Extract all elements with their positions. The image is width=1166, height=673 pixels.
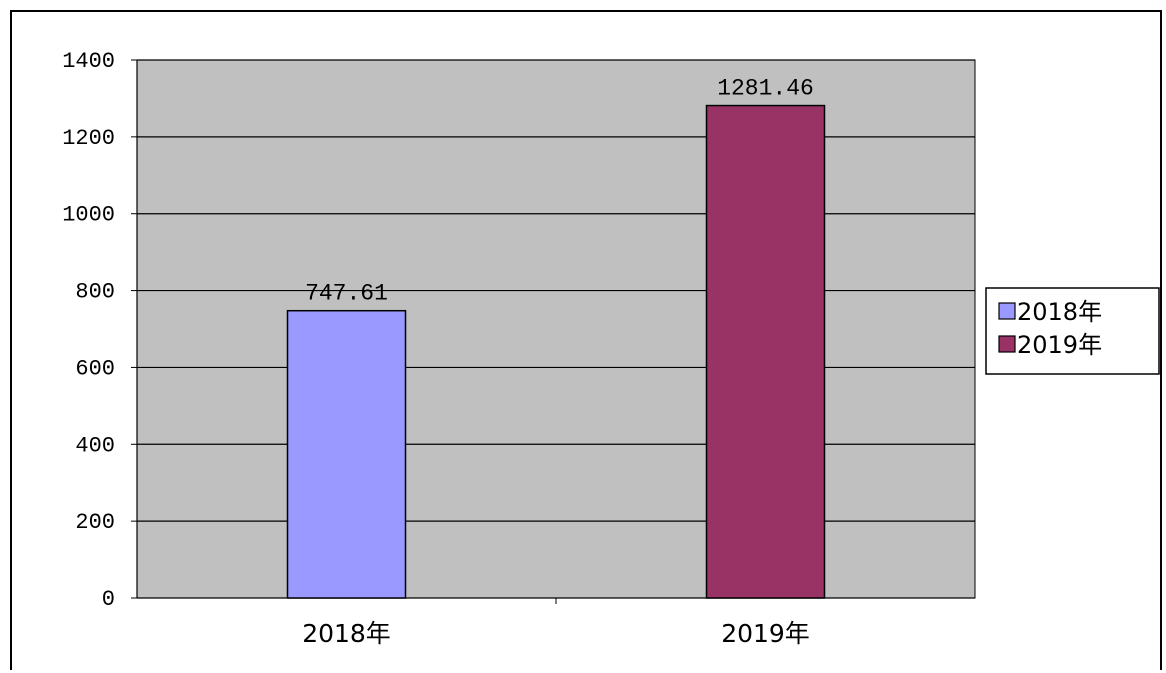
legend-swatch-2 xyxy=(998,335,1016,353)
y-tick-label: 600 xyxy=(75,356,115,381)
legend-label-1: 2018年 xyxy=(1017,298,1102,326)
y-tick-label: 1000 xyxy=(62,203,115,228)
bar-1 xyxy=(286,309,407,599)
axes xyxy=(131,59,975,604)
legend-swatch-1 xyxy=(998,302,1016,320)
bars xyxy=(286,104,826,599)
chart-frame xyxy=(10,10,1162,670)
plot-area xyxy=(136,59,976,599)
y-tick-label: 800 xyxy=(75,280,115,305)
legend-box xyxy=(985,287,1160,375)
gridlines xyxy=(137,59,975,522)
y-tick-label: 200 xyxy=(75,510,115,535)
y-tick-label: 1400 xyxy=(62,49,115,74)
labels: 0 200 400 600 800 1000 1200 1400 747.61 2018年 1281… xyxy=(62,49,814,648)
legend: 2018年 2019年 xyxy=(985,287,1160,375)
bar-2 xyxy=(705,104,826,599)
y-tick-label: 0 xyxy=(102,587,115,612)
legend-label-2: 2019年 xyxy=(1017,331,1102,359)
data-label-2: 1281.46 xyxy=(717,76,814,102)
data-label-1: 747.61 xyxy=(305,281,388,307)
y-tick-label: 1200 xyxy=(62,126,115,151)
x-category-label-2: 2019年 xyxy=(721,619,810,648)
x-category-label-1: 2018年 xyxy=(302,619,391,648)
y-tick-label: 400 xyxy=(75,433,115,458)
